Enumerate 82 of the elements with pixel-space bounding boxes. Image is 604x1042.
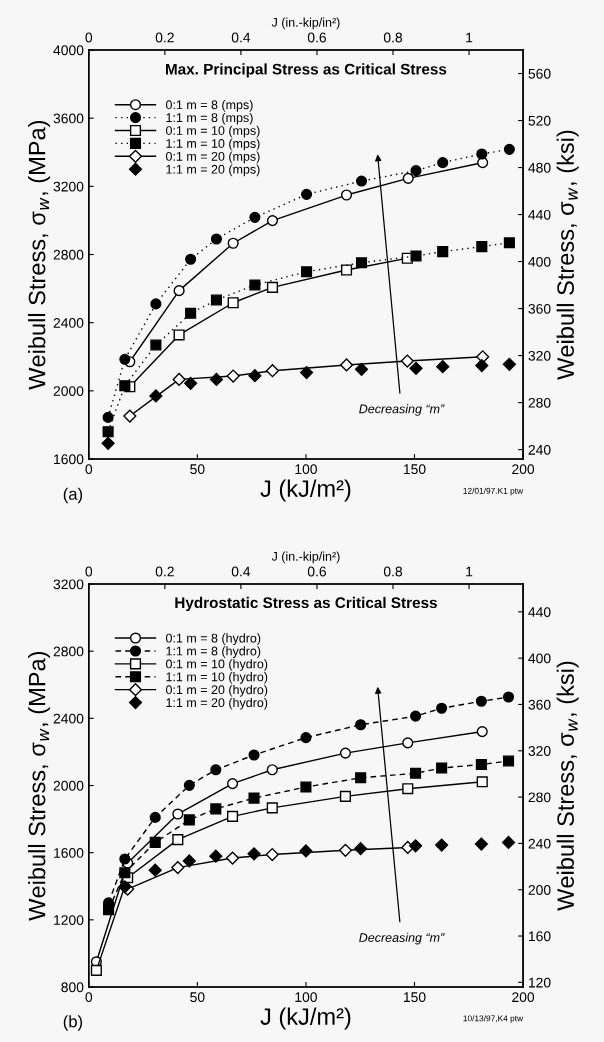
y2-tick-label: 360 — [528, 303, 551, 314]
y-tick-label: 3200 — [53, 579, 84, 590]
y-tick-label: 2400 — [53, 318, 84, 328]
x-tick-label: 50 — [190, 992, 205, 1003]
legend-label: 0:1 m = 10 (hydro) — [165, 659, 268, 671]
legend-label: 1:1 m = 20 (mps) — [166, 164, 260, 177]
x-tick-label: 150 — [403, 992, 426, 1003]
x-tick-label: 0 — [85, 464, 93, 475]
x2-tick-label: 0 — [85, 32, 93, 43]
y-tick-label: 4000 — [53, 45, 84, 56]
y2-tick-label: 400 — [528, 653, 551, 664]
legend-label: 1:1 m = 10 (mps) — [166, 138, 260, 151]
text: (a) — [63, 487, 83, 504]
legend-label: 0:1 m = 8 (hydro) — [165, 633, 261, 646]
text: 12/01/97.K1 ptw — [463, 487, 524, 496]
y2-tick-label: 320 — [528, 350, 551, 361]
legend-label: 0:1 m = 10 (mps) — [165, 125, 260, 138]
text: Hydrostatic Stress as Critical Stress — [175, 596, 437, 612]
x2-tick-label: 0.6 — [307, 566, 326, 577]
x-tick-label: 0 — [85, 992, 93, 1003]
x2-tick-label: 0.2 — [155, 566, 174, 577]
x-tick-label: 200 — [512, 992, 535, 1003]
x-tick-label: 100 — [295, 992, 317, 1003]
legend-label: 0:1 m = 8 (mps) — [165, 100, 253, 112]
y2-tick-label: 560 — [528, 68, 551, 79]
y-tick-label: 2800 — [53, 646, 84, 657]
x2-tick-label: 0.4 — [231, 32, 251, 43]
y-tick-label: 3200 — [53, 181, 84, 192]
x2-tick-label: 0.6 — [307, 32, 326, 43]
x2-tick-label: 0.2 — [155, 32, 174, 43]
x2-axis-title: J (in.-kip/in²) — [271, 551, 340, 564]
y-axis-title: Weibull Stress, σ$_{w}$, (MPa) — [28, 651, 51, 921]
annotation: Decreasing “m” — [359, 404, 445, 416]
x-axis-title: J (kJ/m²) — [260, 479, 351, 502]
y2-tick-label: 480 — [528, 162, 551, 173]
y2-tick-label: 360 — [528, 699, 551, 710]
legend-label: 1:1 m = 20 (hydro) — [166, 697, 268, 710]
annotation: Decreasing “m” — [359, 932, 445, 945]
y2-tick-label: 440 — [528, 607, 551, 617]
y-tick-label: 2400 — [53, 713, 84, 724]
y-tick-label: 2000 — [53, 780, 84, 791]
x-tick-label: 150 — [403, 464, 426, 475]
legend-label: 1:1 m = 8 (mps) — [166, 112, 253, 125]
legend-label: 1:1 m = 10 (hydro) — [166, 672, 268, 684]
x2-tick-label: 1 — [466, 566, 473, 577]
text: (b) — [63, 1015, 83, 1031]
y2-axis-title: Weibull Stress, σ$_{w}$, (ksi) — [556, 130, 579, 380]
x2-tick-label: 0.4 — [231, 566, 251, 577]
y-tick-label: 1200 — [54, 915, 84, 925]
x2-tick-label: 0 — [85, 566, 93, 577]
x2-tick-label: 1 — [466, 32, 473, 43]
y-tick-label: 2000 — [53, 386, 84, 397]
y2-axis-title: Weibull Stress, σ$_{w}$, (ksi) — [556, 661, 579, 911]
x-tick-label: 50 — [190, 464, 205, 475]
y2-tick-label: 240 — [528, 444, 551, 455]
y2-tick-label: 240 — [528, 838, 551, 849]
x2-axis-title: J (in.-kip/in²) — [271, 17, 340, 30]
y2-tick-label: 200 — [528, 885, 551, 895]
legend-label: 0:1 m = 20 (hydro) — [165, 684, 268, 697]
legend-label: 0:1 m = 20 (mps) — [165, 151, 260, 164]
y2-tick-label: 320 — [528, 746, 551, 756]
x2-tick-label: 0.8 — [383, 566, 403, 577]
x-tick-label: 200 — [512, 464, 535, 475]
y-tick-label: 1600 — [54, 454, 84, 465]
y2-tick-label: 280 — [528, 397, 551, 408]
y2-tick-label: 440 — [528, 209, 551, 220]
text: 10/13/97,K4 ptw — [463, 1015, 524, 1023]
y-tick-label: 1600 — [54, 848, 84, 858]
y2-tick-label: 120 — [528, 977, 551, 988]
y2-tick-label: 160 — [528, 931, 551, 942]
y2-tick-label: 400 — [528, 256, 551, 267]
y-axis-title: Weibull Stress, σ$_{w}$, (MPa) — [28, 120, 51, 390]
x-tick-label: 100 — [295, 464, 317, 475]
x-axis-title: J (kJ/m²) — [260, 1007, 351, 1030]
y-tick-label: 800 — [61, 982, 84, 993]
legend-label: 1:1 m = 8 (hydro) — [166, 646, 261, 658]
y2-tick-label: 280 — [528, 792, 551, 803]
y2-tick-label: 520 — [528, 115, 551, 126]
text: Max. Principal Stress as Critical Stress — [165, 63, 447, 78]
x2-tick-label: 0.8 — [383, 32, 403, 43]
y-tick-label: 3600 — [53, 113, 84, 124]
y-tick-label: 2800 — [53, 249, 84, 260]
